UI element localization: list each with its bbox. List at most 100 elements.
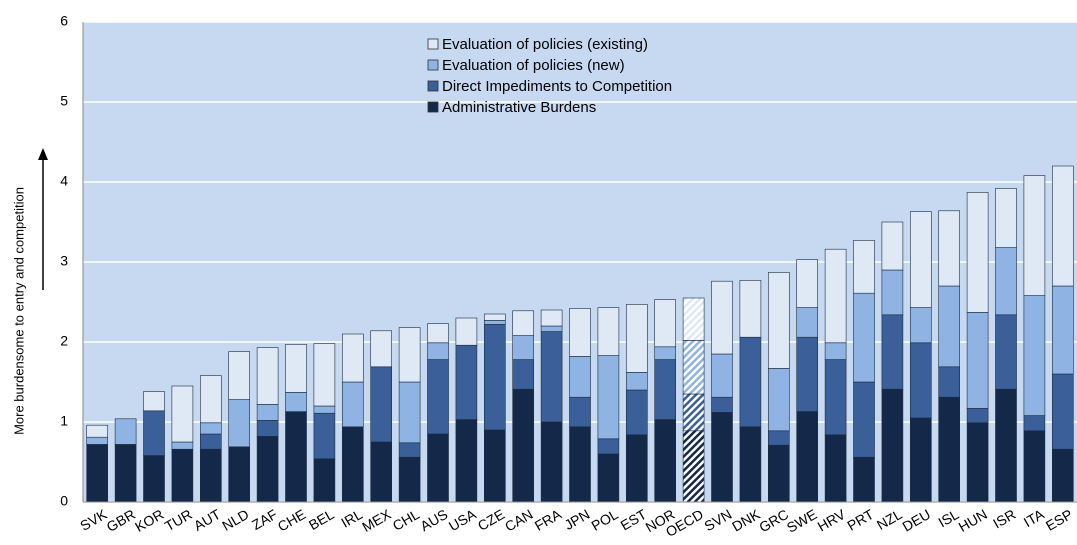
bar-segment bbox=[654, 359, 677, 420]
bar-segment bbox=[313, 343, 336, 407]
bar-segment bbox=[938, 396, 961, 503]
y-axis-title: More burdensome to entry and competition bbox=[11, 187, 26, 435]
x-tick-label: ITA bbox=[1021, 506, 1048, 531]
bar-segment bbox=[483, 324, 506, 431]
bar-segment bbox=[739, 426, 762, 503]
bar-segment bbox=[171, 385, 194, 443]
bar-segment bbox=[767, 368, 790, 432]
bar-segment bbox=[796, 411, 819, 503]
legend-label: Direct Impediments to Competition bbox=[442, 78, 672, 95]
bar-segment bbox=[853, 240, 875, 294]
legend-swatch bbox=[427, 59, 439, 71]
bar-segment bbox=[427, 433, 449, 503]
bar-segment bbox=[654, 346, 677, 360]
bar-segment bbox=[767, 430, 790, 446]
bar-segment bbox=[995, 314, 1017, 390]
bar-segment bbox=[767, 272, 790, 369]
bar-segment bbox=[824, 248, 847, 344]
bar-segment bbox=[597, 355, 620, 440]
bar-segment bbox=[285, 411, 307, 503]
bar-segment bbox=[427, 359, 449, 435]
x-tick-label: POL bbox=[588, 506, 620, 534]
bar-segment bbox=[881, 314, 904, 390]
bar-segment bbox=[597, 453, 620, 503]
legend-swatch bbox=[427, 38, 439, 50]
bar-segment bbox=[739, 336, 762, 428]
bar-segment bbox=[200, 422, 222, 435]
bar-segment bbox=[909, 211, 932, 308]
bar-segment bbox=[200, 375, 222, 424]
bar-segment bbox=[540, 421, 563, 503]
bar-segment bbox=[682, 340, 705, 395]
bar-segment bbox=[398, 456, 421, 503]
bar-segment bbox=[995, 388, 1017, 503]
bar-segment bbox=[200, 433, 222, 450]
bar-segment bbox=[767, 444, 790, 503]
bar-segment bbox=[625, 304, 648, 373]
bar-segment bbox=[1052, 448, 1074, 503]
bar-segment bbox=[711, 412, 733, 503]
bar-segment bbox=[881, 269, 904, 316]
bar-segment bbox=[512, 310, 535, 336]
x-tick-label: FRA bbox=[532, 506, 565, 534]
y-tick-label: 6 bbox=[60, 13, 68, 29]
bar-segment bbox=[483, 320, 506, 325]
bar-segment bbox=[483, 313, 506, 321]
x-tick-label: PRT bbox=[844, 506, 876, 534]
bar-segment bbox=[1052, 285, 1074, 375]
bar-segment bbox=[143, 455, 165, 503]
bar-segment bbox=[597, 307, 620, 356]
bar-segment bbox=[285, 344, 307, 393]
bar-segment bbox=[569, 396, 591, 428]
bar-segment bbox=[625, 372, 648, 391]
bar-segment bbox=[682, 430, 705, 503]
x-tick-label: TUR bbox=[162, 506, 195, 534]
bar-segment bbox=[86, 424, 108, 438]
legend-swatch bbox=[427, 101, 439, 113]
bar-segment bbox=[796, 259, 819, 308]
bar-segment bbox=[313, 412, 336, 460]
bar-segment bbox=[966, 408, 989, 424]
bar-segment bbox=[256, 347, 279, 405]
bar-segment bbox=[824, 434, 847, 503]
bar-segment bbox=[398, 381, 421, 444]
bar-segment bbox=[796, 307, 819, 338]
bar-segment bbox=[1023, 295, 1046, 416]
bar-segment bbox=[313, 458, 336, 503]
bar-segment bbox=[114, 444, 137, 503]
x-tick-label: ISR bbox=[990, 506, 1018, 532]
bar-segment bbox=[597, 438, 620, 455]
bar-segment bbox=[711, 396, 733, 413]
bar-segment bbox=[938, 285, 961, 368]
bar-segment bbox=[370, 441, 393, 503]
bar-segment bbox=[540, 331, 563, 423]
bar-segment bbox=[143, 410, 165, 456]
arrow-head bbox=[38, 148, 48, 160]
bar-segment bbox=[143, 391, 165, 412]
bar-segment bbox=[853, 456, 875, 503]
bar-segment bbox=[995, 188, 1017, 248]
bar-segment bbox=[711, 280, 733, 355]
bar-segment bbox=[228, 446, 250, 503]
bar-segment bbox=[228, 351, 250, 400]
y-tick-label: 0 bbox=[60, 493, 68, 509]
bar-segment bbox=[881, 388, 904, 503]
bar-segment bbox=[796, 336, 819, 412]
bar-segment bbox=[228, 399, 250, 448]
bar-segment bbox=[966, 192, 989, 313]
bar-segment bbox=[1023, 415, 1046, 432]
bar-segment bbox=[881, 221, 904, 271]
bar-segment bbox=[569, 308, 591, 357]
bar-segment bbox=[938, 366, 961, 398]
y-tick-label: 1 bbox=[60, 413, 68, 429]
bar-segment bbox=[1023, 430, 1046, 503]
x-tick-label: NLD bbox=[219, 506, 251, 534]
x-tick-label: BEL bbox=[306, 506, 337, 533]
bar-segment bbox=[171, 441, 194, 450]
bar-segment bbox=[739, 280, 762, 338]
bar-segment bbox=[711, 353, 733, 398]
y-tick-label: 2 bbox=[60, 333, 68, 349]
bar-segment bbox=[909, 417, 932, 503]
bar-segment bbox=[966, 312, 989, 409]
